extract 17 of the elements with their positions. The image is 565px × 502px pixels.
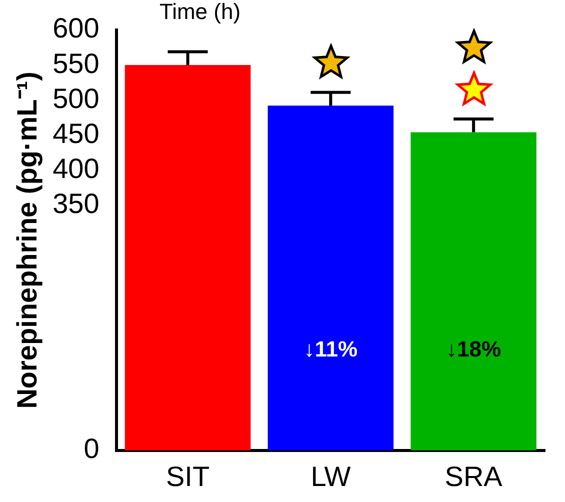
y-axis-title: Norepinephrine (pg·mL⁻¹) xyxy=(12,72,43,409)
annotation: ↓11% xyxy=(304,336,358,362)
bar xyxy=(124,65,251,450)
y-tick-label: 500 xyxy=(52,82,100,114)
y-tick-label: 450 xyxy=(52,118,100,149)
x-tick-label: SRA xyxy=(444,460,503,492)
y-tick-label: 350 xyxy=(52,188,100,219)
x-tick-label: LW xyxy=(310,460,352,492)
y-tick-label: 550 xyxy=(52,48,100,79)
bar xyxy=(410,132,536,450)
bar xyxy=(268,106,394,450)
annotation: ↓18% xyxy=(446,336,502,362)
y-tick-label: 0 xyxy=(84,433,100,464)
text: Time (h) xyxy=(159,0,241,24)
x-tick-label: SIT xyxy=(166,460,210,492)
y-tick-label: 600 xyxy=(52,12,100,44)
y-tick-label: 400 xyxy=(52,152,100,184)
